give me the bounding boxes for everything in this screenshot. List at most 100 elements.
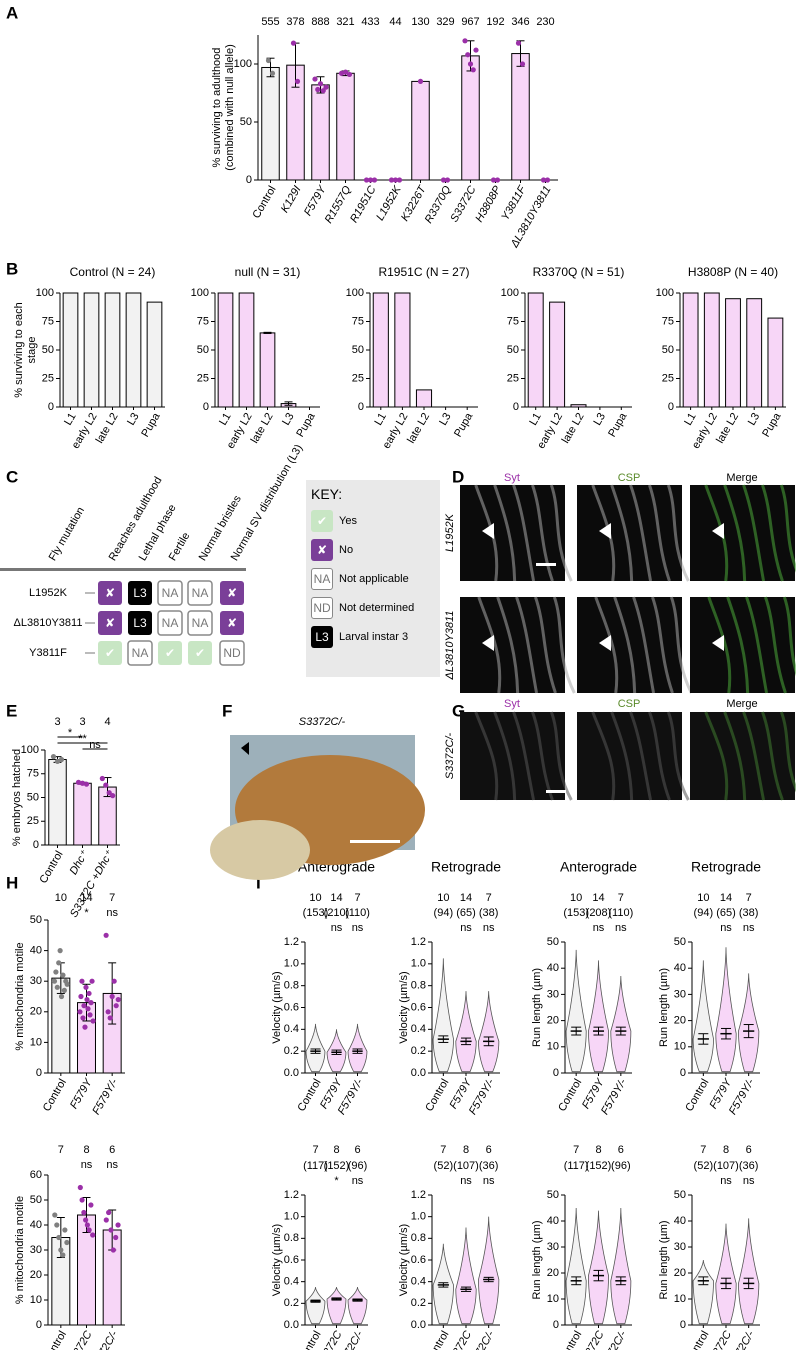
significance: ns: [743, 922, 755, 934]
data-point: [108, 1227, 114, 1233]
bar: [83, 292, 100, 408]
x-tick-label: Control: [556, 1329, 584, 1350]
data-point: [363, 177, 370, 183]
error-bar: [483, 1036, 494, 1047]
y-tick-label: 0.2: [411, 1045, 426, 1057]
y-tick-label: 50: [662, 344, 674, 356]
y-tick-label: 75: [197, 315, 209, 327]
sample-count: 888: [311, 16, 329, 28]
x-tick-label: Pupa: [294, 410, 318, 439]
column-header: CSP: [618, 472, 641, 484]
data-point: [85, 1006, 91, 1012]
data-point: [54, 1222, 60, 1228]
cell-value: ✘: [105, 586, 115, 600]
cell: [128, 581, 152, 605]
data-point: [50, 754, 57, 760]
bar: [146, 301, 163, 408]
scale-bar: [546, 790, 566, 793]
error-bar: [438, 1035, 449, 1043]
violin: [455, 991, 477, 1073]
comparison-label: ns: [89, 739, 101, 751]
scale-bar: [536, 563, 556, 566]
y-axis-label: stage: [26, 337, 38, 364]
sample-count: 7: [618, 892, 624, 904]
sample-count: 7: [354, 892, 360, 904]
sample-count: 321: [336, 16, 354, 28]
data-point: [86, 1227, 92, 1233]
data-point: [470, 67, 476, 73]
sample-count: 6: [746, 1144, 752, 1156]
sample-count: 8: [723, 1144, 729, 1156]
arrowhead: [482, 635, 494, 651]
x-tick-label: L3: [125, 411, 142, 428]
y-tick-label: 25: [507, 372, 519, 384]
x-tick-label: Control: [683, 1329, 711, 1350]
data-point: [54, 758, 61, 765]
bar: [104, 292, 121, 408]
significance: ns: [460, 922, 472, 934]
violin: [692, 1259, 714, 1325]
y-tick-label: 40: [30, 945, 42, 957]
bar: [73, 782, 92, 846]
y-tick-label: 0.4: [284, 1276, 299, 1288]
track-count: (52): [694, 1160, 714, 1172]
x-tick-label: L1: [372, 411, 389, 428]
data-point: [78, 993, 84, 1000]
arrowhead: [482, 523, 494, 539]
fiber: [610, 484, 634, 582]
y-tick-label: 50: [30, 1194, 42, 1206]
significance: ns: [720, 922, 732, 934]
cell: [187, 610, 213, 636]
fiber: [549, 484, 573, 582]
cell: [157, 610, 183, 636]
cell: [98, 641, 122, 665]
data-point: [56, 1234, 62, 1241]
y-tick-label: 25: [197, 372, 209, 384]
arrowhead: [241, 742, 249, 755]
fiber: [531, 484, 554, 582]
sample-count: 14: [330, 892, 342, 904]
x-tick-label: Pupa: [606, 410, 630, 439]
chart-title: Control (N = 24): [70, 265, 156, 279]
data-point: [60, 972, 66, 978]
error-bar: [310, 1299, 321, 1303]
x-tick-label: L1: [527, 411, 544, 428]
fiber: [610, 711, 634, 801]
significance: ns: [593, 922, 605, 934]
data-point: [103, 932, 109, 938]
error-bar: [593, 1269, 604, 1282]
y-tick-label: 30: [30, 1244, 42, 1256]
y-tick-label: 0.0: [284, 1067, 299, 1079]
track-count: (65): [456, 907, 476, 919]
y-tick-label: 0.6: [284, 1001, 299, 1013]
significance: ns: [106, 1159, 118, 1171]
column-header: Fertile: [167, 530, 193, 562]
fiber: [648, 484, 671, 582]
sample-count: 10: [437, 892, 449, 904]
data-point: [392, 177, 399, 183]
row-label: S3372C/-: [444, 732, 456, 779]
fiber: [493, 711, 517, 801]
panel-label: I: [256, 873, 261, 892]
x-tick-label: Control: [41, 1329, 69, 1350]
sample-count: 329: [436, 16, 454, 28]
y-tick-label: 0.0: [284, 1319, 299, 1331]
x-tick-label: late L2: [405, 411, 432, 446]
y-tick-label: 50: [547, 1189, 559, 1201]
sample-count: 8: [595, 1144, 601, 1156]
fiber: [474, 711, 499, 801]
row-label: L1952K: [29, 587, 68, 599]
error-bar: [352, 1048, 363, 1054]
sample-count: 10: [570, 892, 582, 904]
y-tick-label: 0: [553, 1319, 559, 1331]
violin: [738, 973, 760, 1073]
violin: [432, 958, 454, 1073]
data-point: [81, 1209, 87, 1216]
data-point: [346, 71, 353, 78]
y-tick-label: 30: [674, 1241, 686, 1253]
data-point: [396, 177, 403, 183]
data-point: [113, 1003, 119, 1009]
sample-count: 14: [720, 892, 732, 904]
fiber: [549, 711, 573, 801]
